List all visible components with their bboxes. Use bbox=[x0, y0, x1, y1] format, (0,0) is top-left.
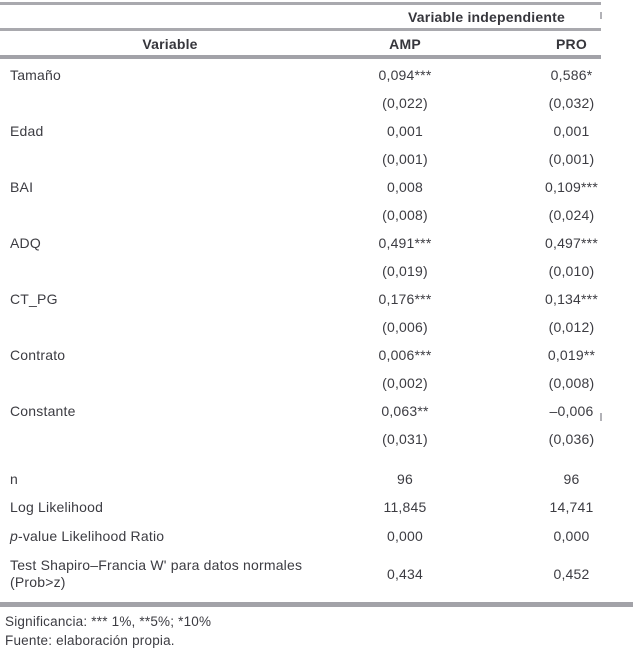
row-label-empty bbox=[0, 257, 340, 285]
stat-label-n: n bbox=[10, 471, 18, 487]
column-header-pro: PRO bbox=[556, 36, 587, 52]
se-edad-amp: (0,001) bbox=[382, 151, 428, 167]
stat-label-shapiro: Test Shapiro–Francia W' para datos norma… bbox=[0, 551, 340, 597]
row-label-empty bbox=[0, 145, 340, 173]
row-label-adq: ADQ bbox=[10, 235, 41, 251]
se-adq-amp: (0,019) bbox=[382, 263, 428, 279]
scan-speck bbox=[600, 12, 602, 19]
table-bottom-rule bbox=[0, 602, 633, 607]
row-label-bai: BAI bbox=[10, 179, 34, 195]
coef-tamano-pro: 0,586* bbox=[550, 67, 593, 83]
row-label-empty bbox=[0, 313, 340, 341]
row-label-tamano: Tamaño bbox=[10, 67, 62, 83]
coefficients-grid: Tamaño 0,094*** 0,586* (0,022) (0,032) E… bbox=[0, 61, 633, 453]
header-divider-rule bbox=[0, 28, 601, 31]
se-ctpg-amp: (0,006) bbox=[382, 319, 428, 335]
row-label-constante: Constante bbox=[10, 403, 76, 419]
stat-loglikelihood-amp: 11,845 bbox=[383, 499, 427, 515]
row-label-contrato: Contrato bbox=[10, 347, 66, 363]
column-header-variable: Variable bbox=[142, 36, 198, 52]
row-label-empty bbox=[0, 201, 340, 229]
coef-bai-amp: 0,008 bbox=[386, 179, 424, 195]
column-group-header: Variable independiente bbox=[408, 9, 565, 25]
coef-bai-pro: 0,109*** bbox=[545, 179, 598, 195]
stat-shapiro-pro: 0,452 bbox=[553, 566, 590, 582]
column-header-amp: AMP bbox=[389, 36, 421, 52]
coef-adq-amp: 0,491*** bbox=[378, 235, 432, 251]
stat-label-pvalue: p-value Likelihood Ratio bbox=[0, 521, 340, 551]
header-bottom-rule bbox=[0, 55, 601, 59]
stat-pvalue-amp: 0,000 bbox=[386, 528, 424, 544]
coef-edad-amp: 0,001 bbox=[386, 123, 424, 139]
row-label-empty bbox=[0, 425, 340, 453]
se-contrato-pro: (0,008) bbox=[548, 375, 595, 391]
stat-n-amp: 96 bbox=[397, 471, 413, 487]
source-note: Fuente: elaboración propia. bbox=[5, 633, 175, 648]
coef-contrato-pro: 0,019** bbox=[547, 347, 596, 363]
significance-note: Significancia: *** 1%, **5%; *10% bbox=[5, 614, 212, 629]
se-bai-amp: (0,008) bbox=[382, 207, 428, 223]
stat-pvalue-pro: 0,000 bbox=[553, 528, 590, 544]
row-label-edad: Edad bbox=[10, 123, 44, 139]
coef-constante-amp: 0,063** bbox=[381, 403, 429, 419]
coef-contrato-amp: 0,006*** bbox=[378, 347, 432, 363]
stat-label-loglikelihood: Log Likelihood bbox=[10, 499, 104, 515]
shapiro-label-text: Test Shapiro–Francia W' para datos norma… bbox=[10, 557, 303, 590]
se-constante-amp: (0,031) bbox=[382, 431, 428, 447]
row-label-empty bbox=[0, 89, 340, 117]
stat-shapiro-amp: 0,434 bbox=[386, 566, 424, 582]
stat-n-pro: 96 bbox=[563, 471, 580, 487]
se-tamano-amp: (0,022) bbox=[382, 95, 428, 111]
se-bai-pro: (0,024) bbox=[548, 207, 595, 223]
stat-loglikelihood-pro: 14,741 bbox=[549, 499, 594, 515]
coef-adq-pro: 0,497*** bbox=[545, 235, 598, 251]
model-stats-grid: n 96 96 Log Likelihood 11,845 14,741 p-v… bbox=[0, 465, 633, 597]
se-adq-pro: (0,010) bbox=[548, 263, 595, 279]
coef-ctpg-amp: 0,176*** bbox=[378, 291, 432, 307]
pvalue-italic-p: p bbox=[10, 528, 18, 544]
table-top-rule bbox=[0, 2, 601, 5]
coef-tamano-amp: 0,094*** bbox=[378, 67, 432, 83]
row-label-ctpg: CT_PG bbox=[10, 291, 58, 307]
se-edad-pro: (0,001) bbox=[548, 151, 595, 167]
coef-edad-pro: 0,001 bbox=[553, 123, 590, 139]
se-constante-pro: (0,036) bbox=[548, 431, 595, 447]
pvalue-label-rest: -value Likelihood Ratio bbox=[18, 528, 165, 544]
se-ctpg-pro: (0,012) bbox=[548, 319, 595, 335]
coef-ctpg-pro: 0,134*** bbox=[545, 291, 598, 307]
row-label-empty bbox=[0, 369, 340, 397]
se-contrato-amp: (0,002) bbox=[382, 375, 428, 391]
scan-speck bbox=[600, 413, 602, 421]
se-tamano-pro: (0,032) bbox=[548, 95, 595, 111]
coef-constante-pro: –0,006 bbox=[549, 403, 594, 419]
